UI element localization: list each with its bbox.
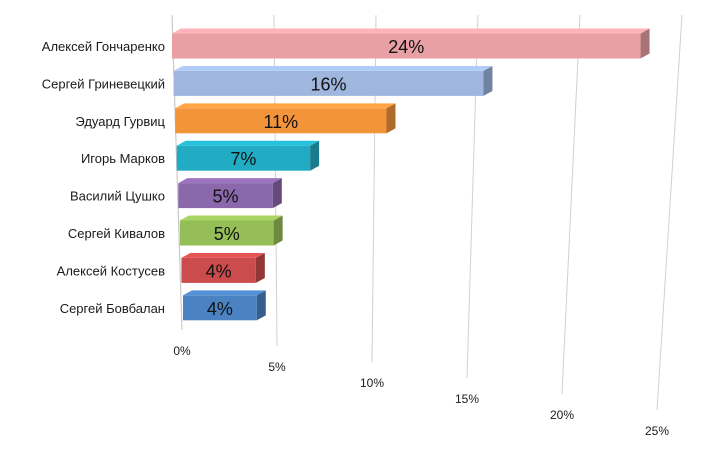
bar-front — [179, 220, 274, 246]
category-label: Сергей Бовбалан — [60, 301, 165, 316]
x-tick-label: 25% — [645, 424, 669, 438]
bar-front — [173, 70, 484, 96]
x-tick-label: 10% — [360, 376, 384, 390]
data-label: 5% — [213, 187, 239, 207]
bar-side — [256, 290, 266, 321]
category-label: Сергей Гриневецкий — [42, 76, 165, 91]
bar — [175, 103, 396, 134]
bar-top — [172, 28, 650, 34]
bar-front — [181, 257, 256, 283]
bar — [181, 252, 265, 283]
bar-top — [175, 103, 396, 109]
bar-side — [255, 252, 265, 283]
category-label: Алексей Костусев — [57, 263, 165, 278]
data-label: 7% — [230, 149, 256, 169]
bar — [176, 140, 320, 171]
x-tick-label: 20% — [550, 408, 574, 422]
bar-top — [183, 290, 266, 296]
bar-side — [386, 103, 396, 134]
bar — [172, 28, 650, 59]
data-label: 4% — [207, 299, 233, 319]
bar-side — [640, 28, 650, 59]
data-label: 11% — [263, 112, 298, 132]
bars — [172, 28, 650, 321]
bar-side — [272, 178, 282, 209]
x-tick-label: 0% — [173, 344, 191, 358]
data-label: 16% — [310, 74, 346, 94]
data-label: 4% — [206, 261, 232, 281]
bar-top — [179, 215, 283, 221]
x-tick-label: 15% — [455, 392, 479, 406]
bar-top — [176, 140, 320, 146]
bar — [178, 178, 282, 209]
bar-front — [178, 183, 273, 209]
category-label: Василий Цушко — [70, 189, 165, 204]
bar-front — [172, 33, 641, 59]
x-tick-label: 5% — [268, 360, 286, 374]
bar-top — [181, 252, 265, 258]
category-label: Алексей Гончаренко — [42, 39, 165, 54]
category-label: Эдуард Гурвиц — [75, 114, 165, 129]
category-label: Игорь Марков — [81, 151, 165, 166]
bar — [183, 290, 266, 321]
labels: 0% 5% 10% 15% 20% 25% Алексей Гончаренко 24% Сер… — [42, 37, 670, 438]
bar-front — [183, 295, 257, 321]
data-label: 24% — [388, 37, 424, 57]
bar-side — [483, 65, 493, 96]
category-label: Сергей Кивалов — [68, 226, 165, 241]
bar-front — [175, 108, 387, 134]
gridline — [561, 14, 581, 395]
axis-line — [171, 14, 183, 331]
bar-side — [310, 140, 320, 171]
gridline — [656, 14, 683, 411]
bar-top — [178, 178, 282, 184]
bar-top — [173, 65, 493, 71]
bar — [179, 215, 283, 246]
bar — [173, 65, 493, 96]
bar-front — [176, 145, 311, 171]
bar-side — [273, 215, 283, 246]
data-label: 5% — [214, 224, 240, 244]
